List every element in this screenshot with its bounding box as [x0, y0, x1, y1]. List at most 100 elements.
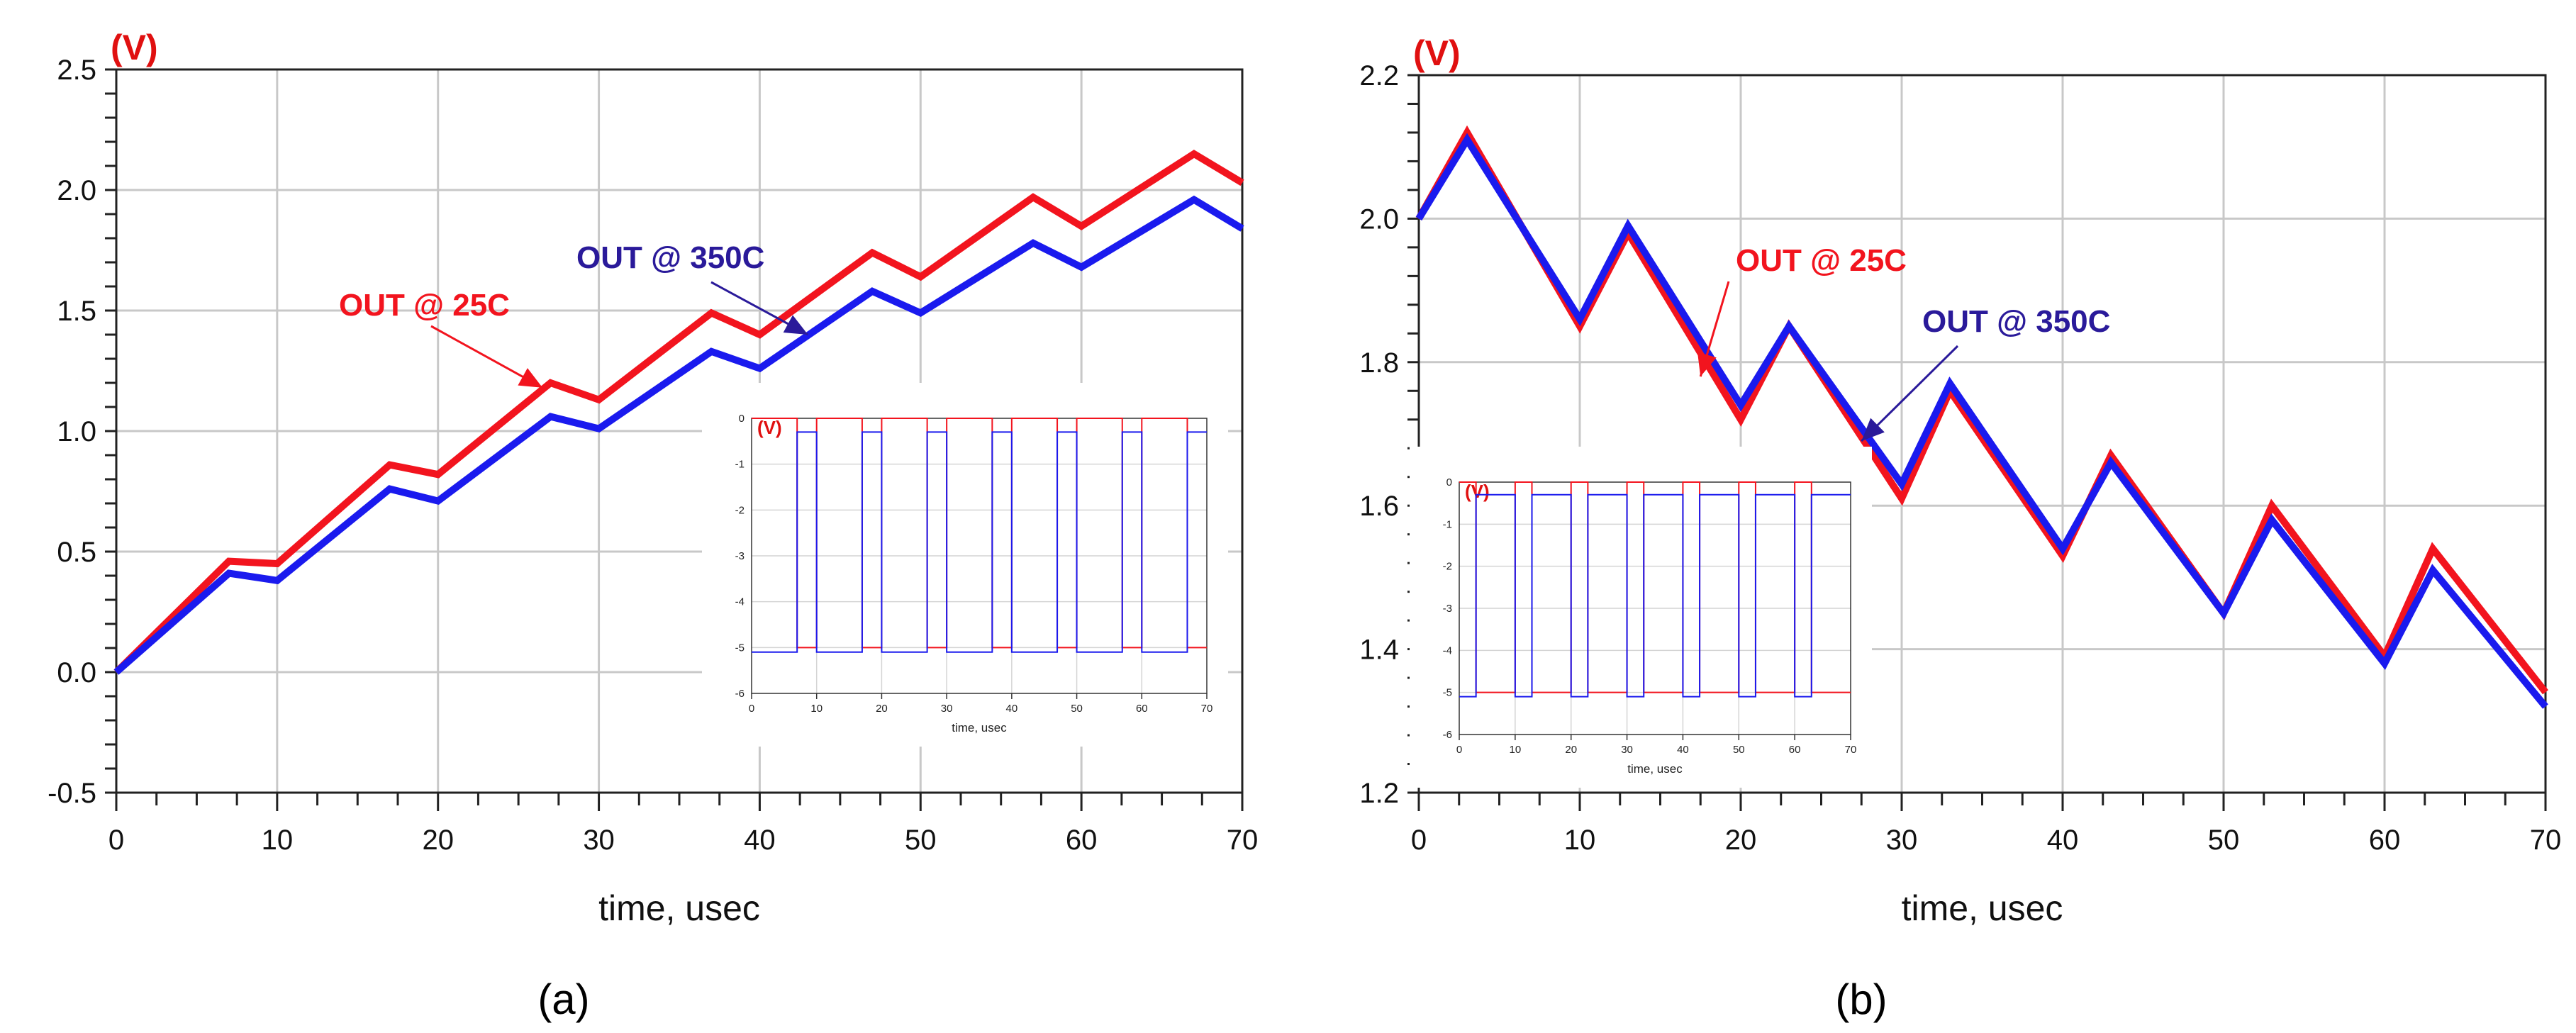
x-tick-label: 70 — [1227, 825, 1259, 856]
inset-x-tick-label: 60 — [1136, 703, 1148, 715]
data-point — [759, 368, 760, 369]
unit-label: (V) — [111, 28, 158, 67]
y-tick-label: -0.5 — [48, 778, 96, 809]
x-axis-label: time, usec — [598, 888, 760, 928]
data-point — [1242, 182, 1243, 184]
inset-y-tick-label: -6 — [735, 688, 745, 700]
data-point — [1242, 228, 1243, 229]
data-point — [710, 351, 712, 352]
data-point — [598, 399, 600, 401]
unit-label: (V) — [1413, 33, 1461, 73]
inset-y-tick-label: -6 — [1443, 729, 1452, 741]
x-tick-label: 20 — [1725, 825, 1757, 856]
annotation-arrowhead — [1697, 352, 1717, 377]
inset-x-tick-label: 20 — [1565, 744, 1577, 756]
data-point — [2110, 454, 2112, 456]
data-point — [598, 428, 600, 430]
x-tick-label: 60 — [1066, 825, 1098, 856]
inset-y-tick-label: -1 — [1443, 518, 1452, 530]
x-tick-label: 10 — [1564, 825, 1596, 856]
y-tick-label: 1.6 — [1359, 491, 1399, 522]
y-tick-label: 2.2 — [1359, 60, 1399, 91]
annotation-label: OUT @ 350C — [576, 240, 764, 275]
inset-x-tick-label: 50 — [1733, 744, 1745, 756]
data-point — [550, 382, 552, 384]
x-tick-label: 50 — [905, 825, 937, 856]
annotation-label: OUT @ 25C — [339, 288, 510, 323]
y-tick-label: 0.0 — [57, 657, 96, 688]
y-tick-label: 1.0 — [57, 416, 96, 447]
panel-label: (b) — [1835, 976, 1887, 1023]
inset-x-tick-label: 30 — [1621, 744, 1633, 756]
y-tick-label: 2.0 — [1359, 203, 1399, 235]
x-tick-label: 70 — [2530, 825, 2562, 856]
data-point — [389, 464, 391, 466]
inset-x-tick-label: 0 — [749, 703, 754, 715]
inset-y-tick-label: -4 — [1443, 644, 1452, 657]
y-tick-label: 2.5 — [57, 55, 96, 86]
x-axis-label: time, usec — [1902, 888, 2063, 928]
inset-unit-label: (V) — [1465, 481, 1490, 502]
x-tick-label: 60 — [2369, 825, 2401, 856]
inset-x-tick-label: 10 — [810, 703, 823, 715]
data-point — [228, 573, 230, 574]
inset-x-tick-label: 40 — [1677, 744, 1689, 756]
data-point — [550, 416, 552, 418]
inset-series-line — [752, 431, 1207, 653]
y-tick-label: 1.4 — [1359, 635, 1399, 666]
inset-x-tick-label: 70 — [1845, 744, 1857, 756]
data-point — [1788, 325, 1790, 327]
inset-x-axis-label: time, usec — [952, 721, 1007, 735]
inset-y-tick-label: -5 — [735, 642, 745, 654]
inset-chart: 0 10 20 30 40 50 60 70 -6 -5 -4 -3 -2 -1 0 (V) time, use… — [702, 383, 1228, 747]
annotation-arrowhead — [1861, 418, 1885, 442]
data-point — [1032, 242, 1034, 244]
inset-x-axis-label: time, usec — [1627, 762, 1683, 776]
inset-x-tick-label: 30 — [941, 703, 953, 715]
x-tick-label: 40 — [2047, 825, 2079, 856]
y-tick-label: 0.5 — [57, 537, 96, 568]
x-tick-label: 10 — [262, 825, 294, 856]
inset-x-tick-label: 60 — [1789, 744, 1801, 756]
inset-y-tick-label: -4 — [735, 596, 745, 608]
inset-y-tick-label: -2 — [1443, 561, 1452, 573]
annotation-arrowhead — [783, 315, 808, 335]
inset-frame — [1459, 481, 1851, 735]
data-point — [389, 488, 391, 490]
data-point — [1032, 196, 1034, 198]
x-tick-label: 0 — [1411, 825, 1427, 856]
y-tick-label: 1.8 — [1359, 347, 1399, 379]
y-tick-label: 1.2 — [1359, 778, 1399, 809]
inset-background — [702, 383, 1228, 747]
x-tick-label: 0 — [108, 825, 124, 856]
inset-x-tick-label: 40 — [1006, 703, 1018, 715]
inset-y-tick-label: 0 — [739, 413, 745, 425]
inset-series-line — [1459, 493, 1851, 698]
x-tick-label: 20 — [422, 825, 454, 856]
inset-x-tick-label: 10 — [1510, 744, 1522, 756]
annotation-label: OUT @ 350C — [1922, 304, 2110, 339]
data-point — [1193, 199, 1195, 201]
data-point — [228, 561, 230, 562]
inset-x-tick-label: 70 — [1201, 703, 1213, 715]
inset-x-tick-label: 0 — [1456, 744, 1462, 756]
inset-y-tick-label: -5 — [1443, 687, 1452, 699]
data-point — [1418, 218, 1420, 219]
inset-x-tick-label: 20 — [876, 703, 888, 715]
inset-unit-label: (V) — [757, 417, 782, 438]
data-point — [437, 474, 439, 475]
y-tick-label: 2.0 — [57, 175, 96, 206]
data-point — [1081, 225, 1082, 227]
data-point — [1466, 132, 1468, 133]
x-tick-label: 30 — [583, 825, 615, 856]
panel-b: 0 10 20 30 40 50 60 70 1.2 1.4 1.6 1.8 2.0 2.2 (V) time… — [1359, 33, 2561, 1023]
annotation-arrowhead — [518, 368, 543, 388]
y-tick-label: 1.5 — [57, 296, 96, 327]
inset-x-tick-label: 50 — [1071, 703, 1083, 715]
data-point — [116, 671, 117, 673]
panel-label: (a) — [537, 976, 589, 1023]
panel-a: 0 10 20 30 40 50 60 70 -0.5 0.0 0.5 1.0 1.5 2.0 2.5 (V)… — [48, 28, 1258, 1023]
data-point — [1627, 225, 1629, 227]
